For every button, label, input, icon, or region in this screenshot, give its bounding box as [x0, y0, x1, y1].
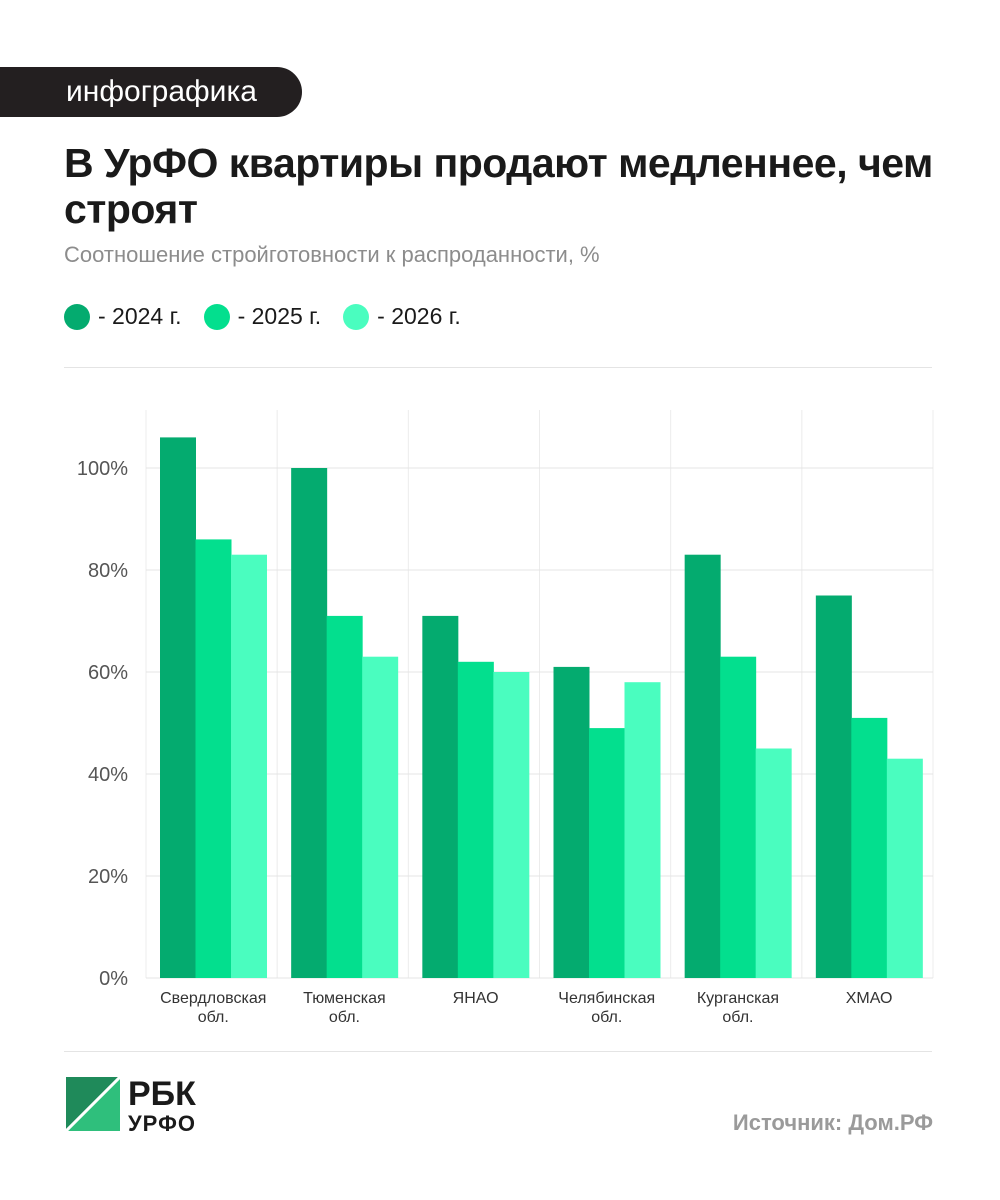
bar — [291, 468, 328, 978]
top-divider — [64, 367, 932, 368]
bar — [886, 758, 923, 978]
x-tick-label: Челябинская обл. — [558, 990, 655, 1026]
bar — [457, 661, 494, 978]
bar — [851, 717, 888, 978]
y-tick-label: 40% — [88, 764, 128, 786]
bar — [755, 748, 792, 978]
bar — [326, 615, 363, 978]
bar — [589, 728, 625, 978]
bar — [231, 554, 267, 978]
legend-item-2026: - 2026 г. — [343, 303, 461, 330]
legend-label-2024: - 2024 г. — [98, 303, 182, 329]
page-title: В УрФО квартиры продают медленнее, чем с… — [64, 140, 933, 232]
legend-dot-2025 — [203, 303, 230, 330]
logo-text: РБК УРФО — [128, 1077, 196, 1135]
x-tick-label: ХМАО — [846, 990, 893, 1007]
y-tick-label: 60% — [88, 662, 128, 684]
chart-legend: - 2024 г. - 2025 г. - 2026 г. — [64, 303, 483, 330]
bar — [493, 672, 530, 978]
legend-item-2024: - 2024 г. — [64, 303, 182, 330]
legend-item-2025: - 2025 г. — [203, 303, 322, 330]
bar — [720, 656, 757, 978]
logo-line1: РБК — [128, 1075, 196, 1113]
bottom-divider — [64, 1051, 932, 1052]
bar — [362, 656, 399, 978]
x-tick-label: Тюменская обл. — [303, 990, 386, 1026]
y-tick-label: 0% — [99, 968, 128, 990]
x-tick-label: Свердловская обл. — [160, 990, 266, 1026]
bar-chart: 0% 20% 40% 60% 80% 100% Свердловская обл. Тюменс… — [77, 410, 934, 1026]
y-tick-label: 80% — [88, 560, 128, 582]
infographic-tag: инфографика — [0, 67, 302, 117]
logo-line2: УРФО — [128, 1111, 196, 1136]
source-note: Источник: Дом.РФ — [732, 1110, 933, 1135]
bar — [815, 595, 852, 978]
bar — [160, 437, 196, 978]
legend-dot-2024 — [64, 303, 90, 330]
chart-subtitle: Соотношение стройготовности к распроданн… — [64, 242, 600, 267]
bar — [624, 682, 661, 978]
y-tick-label: 20% — [88, 866, 128, 888]
rbc-logo-icon — [66, 1077, 120, 1131]
rbc-urfo-logo: РБК УРФО — [66, 1077, 196, 1135]
legend-label-2026: - 2026 г. — [377, 303, 461, 329]
x-tick-label: ЯНАО — [453, 990, 499, 1007]
bar — [422, 615, 459, 978]
bar — [553, 666, 590, 978]
x-tick-label: Курганская обл. — [697, 990, 779, 1026]
y-tick-label: 100% — [77, 458, 128, 480]
bar — [684, 554, 721, 978]
bar — [195, 539, 232, 978]
legend-dot-2026 — [343, 303, 370, 330]
legend-label-2025: - 2025 г. — [237, 303, 322, 329]
